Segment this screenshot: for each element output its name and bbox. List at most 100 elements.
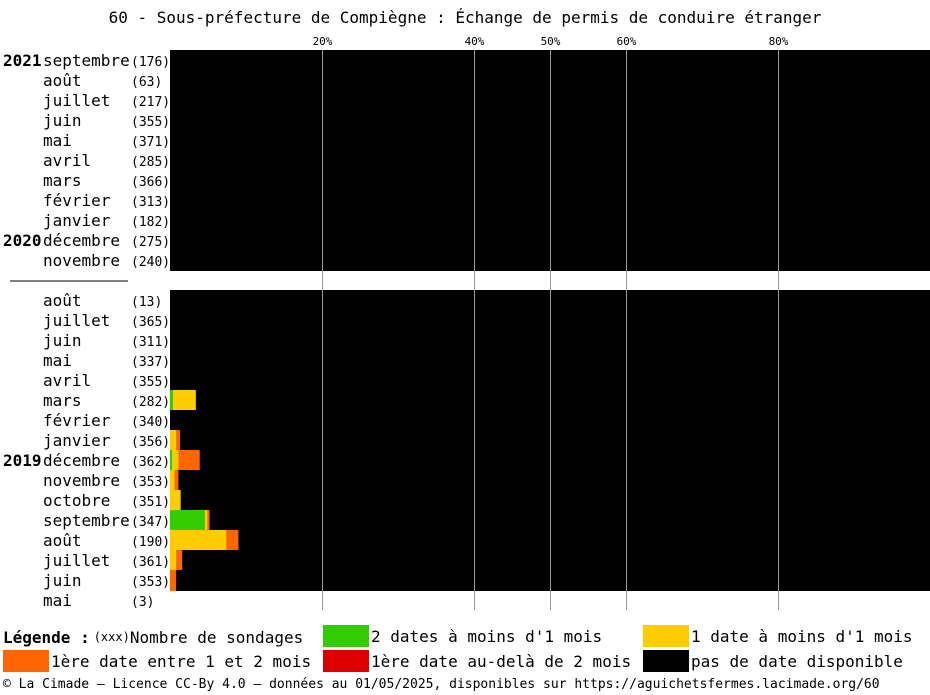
count-label: (313) [131,195,170,210]
legend-item-over-2-months: 1ère date au-delà de 2 mois [323,650,631,672]
bar-segment-entre_1_2 [174,470,179,491]
month-label: mars [43,391,82,410]
count-label: (355) [131,375,170,390]
bar-segment-deux_dates [170,450,173,471]
count-label: (356) [131,435,170,450]
bar-segment-une_date [170,550,177,571]
month-label: mai [43,591,72,610]
month-label: octobre [43,491,110,510]
month-label: mai [43,351,72,370]
month-label: juillet [43,91,110,110]
bar-segment-deux_dates [170,390,174,411]
month-label: juin [43,331,82,350]
month-label: décembre [43,451,120,470]
legend-title: Légende : (xxx) Nombre de sondages [3,626,303,648]
month-label: mai [43,131,72,150]
month-label: septembre [43,51,130,70]
bar-segment-une_date [204,510,208,531]
month-label: septembre [43,511,130,530]
count-label: (347) [131,515,170,530]
footer-credits: © La Cimade — Licence CC-By 4.0 — donnée… [3,677,880,692]
month-label: avril [43,371,91,390]
bar-segment-deux_dates [170,510,205,531]
chart-title: 60 - Sous-préfecture de Compiègne : Écha… [108,8,822,27]
legend-label-no-date: pas de date disponible [691,651,903,671]
bar-segment-aucune [238,530,930,551]
month-label: juillet [43,551,110,570]
month-label: avril [43,151,91,170]
count-label: (311) [131,335,170,350]
count-label: (190) [131,535,170,550]
count-label: (353) [131,475,170,490]
legend-item-one-date: 1 date à moins d'1 mois [643,625,913,647]
bar-segment-une_date [170,530,227,551]
tick-label: 20% [313,35,333,48]
legend-swatch-no-date [643,650,689,672]
month-label: juillet [43,311,110,330]
count-label: (275) [131,235,170,250]
legend-label-one-date: 1 date à moins d'1 mois [691,626,913,646]
bar-segment-aucune [182,550,930,571]
month-label: novembre [43,471,120,490]
bar-segment-entre_1_2 [207,510,210,531]
bar-segment-une_date [170,430,177,451]
legend: Légende : (xxx) Nombre de sondages 2 dat… [3,625,928,673]
legend-item-1-2-months: 1ère date entre 1 et 2 mois [3,650,311,672]
count-label: (355) [131,115,170,130]
count-label: (362) [131,455,170,470]
labels-layer: 2021 septembre (176)août (63)juillet (217)ju… [3,35,789,610]
grid-layer [322,50,779,610]
month-label: août [43,531,82,550]
bar-segment-entre_1_2 [178,450,200,471]
bar-segment-aucune [178,470,930,491]
chart: 2021 septembre (176)août (63)juillet (217)ju… [3,35,930,610]
month-label: juin [43,111,82,130]
tick-label: 40% [465,35,485,48]
bar-segment-une_date [172,450,179,471]
count-label: (217) [131,95,170,110]
month-label: janvier [43,431,111,450]
month-label: décembre [43,231,120,250]
bar-segment-une_date [170,470,175,491]
bar-segment-aucune [195,390,930,411]
tick-label: 50% [541,35,561,48]
tick-label: 60% [617,35,637,48]
legend-count-label: Nombre de sondages [129,627,304,647]
count-label: (351) [131,495,170,510]
bar-segment-une_date [173,390,196,411]
count-label: (176) [131,55,170,70]
count-label: (63) [131,75,162,90]
bar-segment-entre_1_2 [226,530,239,551]
bar-segment-entre_1_2 [170,570,177,591]
bar-segment-aucune [176,570,930,591]
bar-segment-aucune [180,490,930,511]
month-label: août [43,291,82,310]
count-label: (182) [131,215,170,230]
legend-label-1-2-months: 1ère date entre 1 et 2 mois [51,651,312,671]
month-label: février [43,191,111,210]
legend-item-two-dates: 2 dates à moins d'1 mois [323,625,602,647]
month-label: mars [43,171,82,190]
count-label: (371) [131,135,170,150]
bar-segment-aucune [179,430,930,451]
count-label: (240) [131,255,170,270]
legend-swatch-over-2-months [323,650,369,672]
month-label: juin [43,571,82,590]
bar-segment-une_date [170,490,181,511]
month-label: janvier [43,211,111,230]
count-label: (366) [131,175,170,190]
count-label: (353) [131,575,170,590]
year-label: 2020 [3,231,42,250]
legend-count-token: (xxx) [93,630,130,644]
tick-label: 80% [769,35,789,48]
bar-segment-entre_1_2 [176,430,180,451]
count-label: (340) [131,415,170,430]
count-label: (361) [131,555,170,570]
month-label: février [43,411,111,430]
count-label: (365) [131,315,170,330]
month-label: août [43,71,82,90]
year-label: 2021 [3,51,42,70]
count-label: (282) [131,395,170,410]
bar-segment-aucune [209,510,930,531]
month-label: novembre [43,251,120,270]
